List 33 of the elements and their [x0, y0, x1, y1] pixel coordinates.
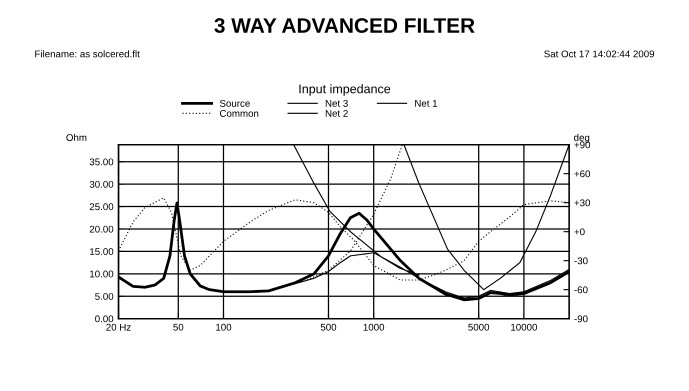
legend-label: Common	[220, 110, 258, 117]
x-tick-label: 500	[320, 324, 336, 331]
y-tick-label: 15.00	[90, 248, 114, 256]
y2-tick-label: -30	[574, 257, 588, 264]
y-tick-label: 20.00	[90, 226, 114, 233]
y-tick-label: 0.00	[95, 315, 114, 322]
legend-label: Net 2	[326, 110, 348, 117]
y2-tick-label: -60	[574, 286, 588, 294]
x-tick-label: 20 Hz	[106, 324, 131, 331]
legend-label: Net 3	[326, 100, 348, 107]
y2-tick-label: +30	[574, 199, 590, 206]
y2-tick-label: +60	[574, 170, 590, 178]
y-tick-label: 35.00	[90, 158, 114, 166]
y2-tick-label: +90	[574, 141, 590, 148]
y2-tick-label: -90	[574, 315, 588, 322]
y-tick-label: 30.00	[90, 180, 114, 188]
x-tick-label: 10000	[511, 324, 538, 331]
y2-axis-title: deg	[574, 134, 590, 143]
chart-title: 3 WAY ADVANCED FILTER	[214, 18, 475, 33]
y-tick-label: 5.00	[95, 292, 114, 300]
y2-tick-label: +0	[574, 228, 585, 236]
legend-label: Net 1	[415, 100, 438, 107]
text: Filename: as solcered.flt	[35, 50, 140, 58]
x-tick-label: 1000	[364, 324, 384, 331]
x-tick-label: 50	[173, 324, 184, 331]
y-tick-label: 25.00	[90, 203, 114, 210]
y-tick-label: 10.00	[90, 270, 114, 278]
chart-subtitle: Input impedance	[299, 84, 390, 96]
text: Sat Oct 17 14:02:44 2009	[544, 50, 654, 58]
y-axis-title: Ohm	[66, 134, 86, 142]
legend-label: Source	[220, 100, 250, 107]
x-tick-label: 100	[216, 324, 232, 331]
x-tick-label: 5000	[468, 324, 490, 331]
